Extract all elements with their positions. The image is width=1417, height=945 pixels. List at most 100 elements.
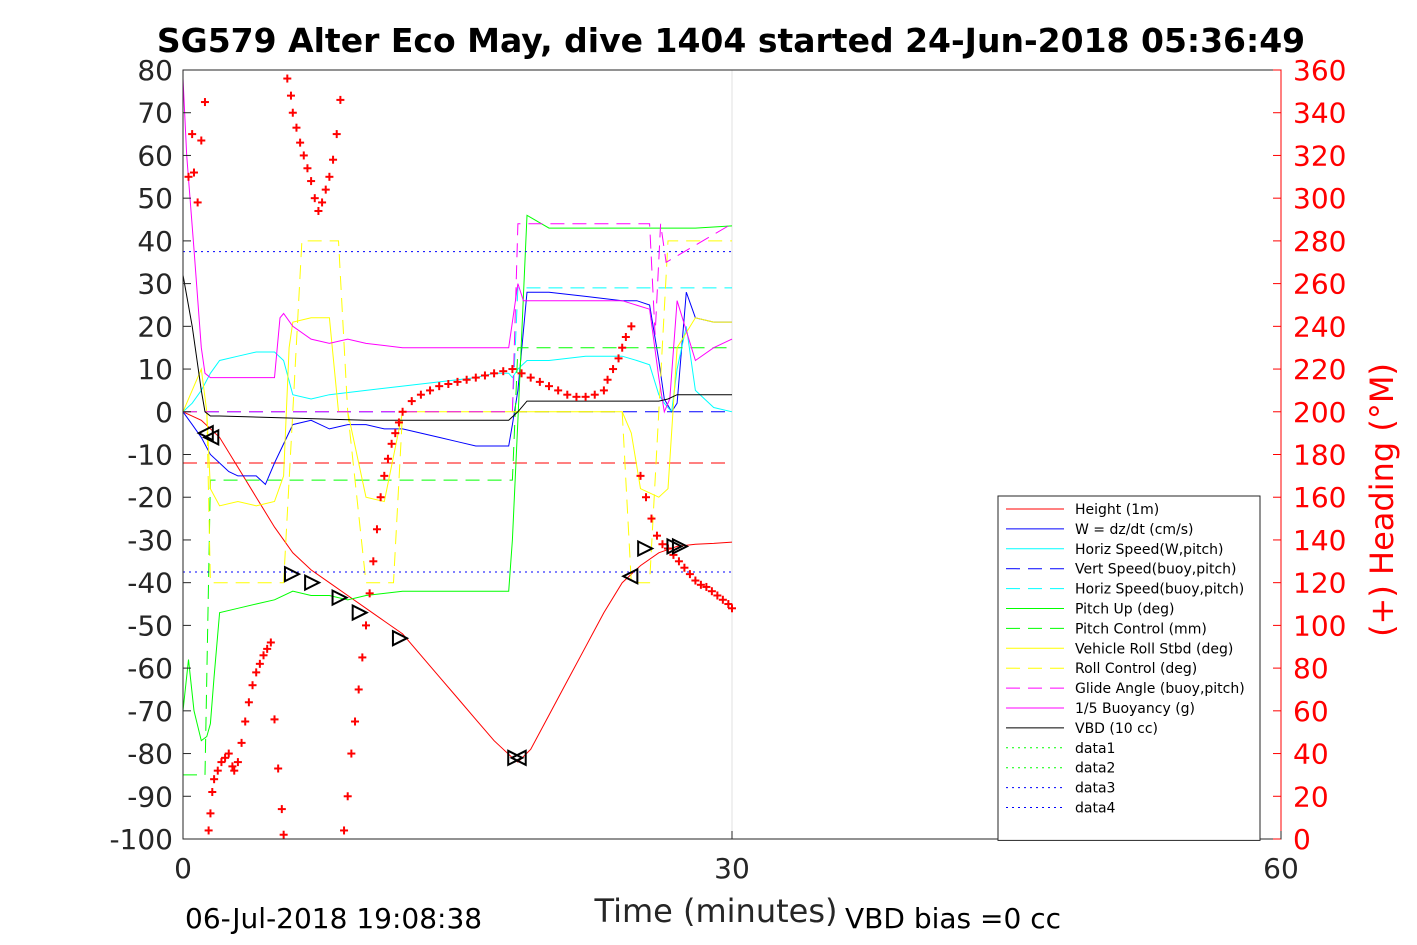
left-tick-label: -40 bbox=[127, 567, 173, 600]
heading-point bbox=[581, 392, 590, 401]
heading-point bbox=[230, 766, 239, 775]
heading-point bbox=[462, 375, 471, 384]
glider-marker bbox=[391, 629, 410, 647]
heading-point bbox=[724, 600, 733, 609]
left-tick-label: -70 bbox=[127, 695, 173, 728]
heading-point bbox=[391, 429, 400, 438]
glider-marker bbox=[621, 567, 639, 585]
heading-point bbox=[545, 382, 553, 391]
heading-points bbox=[184, 74, 736, 839]
heading-point bbox=[244, 698, 253, 707]
heading-point bbox=[728, 604, 736, 613]
legend-label: VBD (10 cc) bbox=[1075, 721, 1158, 737]
heading-point bbox=[279, 830, 288, 839]
heading-point bbox=[387, 439, 396, 448]
right-tick-label: 160 bbox=[1293, 481, 1346, 514]
heading-point bbox=[680, 563, 689, 572]
heading-point bbox=[407, 397, 416, 406]
heading-point bbox=[572, 392, 581, 401]
heading-point bbox=[435, 382, 444, 391]
heading-point bbox=[193, 198, 202, 207]
heading-point bbox=[376, 493, 385, 502]
heading-point bbox=[270, 715, 279, 724]
heading-point bbox=[296, 138, 305, 147]
glider-marker bbox=[671, 537, 690, 555]
left-tick-label: -10 bbox=[127, 439, 173, 472]
heading-point bbox=[208, 788, 217, 797]
series-line-7 bbox=[183, 347, 732, 776]
heading-point bbox=[255, 659, 264, 668]
heading-point bbox=[343, 792, 352, 801]
right-tick-label: 100 bbox=[1293, 609, 1346, 642]
heading-point bbox=[453, 377, 462, 386]
heading-point bbox=[307, 177, 316, 186]
heading-point bbox=[241, 717, 250, 726]
right-tick-label: 320 bbox=[1293, 139, 1346, 172]
heading-point bbox=[685, 570, 694, 579]
heading-point bbox=[603, 375, 612, 384]
heading-point bbox=[490, 369, 499, 378]
x-tick-label: 60 bbox=[1263, 852, 1299, 885]
heading-point bbox=[618, 343, 627, 352]
heading-point bbox=[471, 373, 480, 382]
heading-point bbox=[362, 621, 370, 630]
glider-marker bbox=[351, 603, 369, 622]
left-tick-label: 70 bbox=[137, 97, 173, 130]
series-line-10 bbox=[183, 223, 733, 413]
legend-label: data4 bbox=[1075, 801, 1116, 817]
right-tick-label: 200 bbox=[1293, 396, 1346, 429]
left-tick-label: 50 bbox=[137, 182, 173, 215]
heading-point bbox=[204, 826, 213, 835]
heading-point bbox=[647, 514, 656, 523]
heading-point bbox=[718, 595, 727, 604]
heading-point bbox=[224, 749, 233, 758]
heading-point bbox=[365, 589, 374, 598]
heading-point bbox=[416, 390, 425, 399]
legend-label: Height (1m) bbox=[1075, 502, 1159, 518]
legend-label: Glide Angle (buoy,pitch) bbox=[1075, 681, 1245, 697]
legend: Height (1m) W = dz/dt (cm/s) Horiz Speed(W… bbox=[997, 495, 1261, 841]
heading-point bbox=[221, 753, 230, 762]
heading-point bbox=[713, 591, 722, 600]
left-tick-label: -20 bbox=[127, 481, 173, 514]
heading-point bbox=[354, 685, 363, 694]
series-line-11 bbox=[182, 78, 733, 414]
right-tick-label: 20 bbox=[1293, 780, 1329, 813]
heading-point bbox=[696, 580, 705, 589]
right-tick-label: 260 bbox=[1293, 268, 1346, 301]
heading-point bbox=[526, 373, 535, 382]
heading-point bbox=[274, 764, 283, 773]
heading-point bbox=[197, 136, 206, 145]
heading-point bbox=[590, 390, 599, 399]
heading-point bbox=[707, 587, 716, 596]
left-tick-label: -80 bbox=[127, 738, 173, 771]
axes: 80706050403020100-10-20-30-40-50-60-70-8… bbox=[109, 54, 1346, 885]
glider-marker bbox=[283, 565, 302, 583]
legend-label: Pitch Control (mm) bbox=[1075, 621, 1207, 637]
left-tick-label: 20 bbox=[137, 310, 173, 343]
left-tick-label: -50 bbox=[127, 609, 173, 642]
x-axis-label: Time (minutes) bbox=[594, 892, 838, 930]
heading-point bbox=[332, 130, 341, 139]
glider-marker bbox=[509, 749, 527, 767]
heading-point bbox=[288, 108, 297, 117]
glider-marker bbox=[666, 537, 684, 555]
heading-point bbox=[292, 123, 301, 132]
left-tick-label: 10 bbox=[137, 353, 173, 386]
series-line-2 bbox=[182, 291, 732, 486]
heading-point bbox=[609, 365, 618, 374]
heading-point bbox=[340, 826, 349, 835]
heading-point bbox=[369, 557, 378, 566]
right-tick-label: 40 bbox=[1293, 738, 1329, 771]
left-tick-label: 60 bbox=[137, 139, 173, 172]
heading-point bbox=[658, 540, 667, 549]
heading-point bbox=[259, 651, 268, 660]
heading-point bbox=[351, 717, 360, 726]
heading-point bbox=[652, 531, 661, 540]
heading-point bbox=[336, 95, 345, 104]
heading-point bbox=[189, 168, 198, 177]
legend-label: Vert Speed(buoy,pitch) bbox=[1075, 562, 1237, 578]
legend-label: data1 bbox=[1075, 741, 1115, 757]
heading-point bbox=[318, 198, 327, 207]
left-tick-label: -60 bbox=[127, 652, 173, 685]
